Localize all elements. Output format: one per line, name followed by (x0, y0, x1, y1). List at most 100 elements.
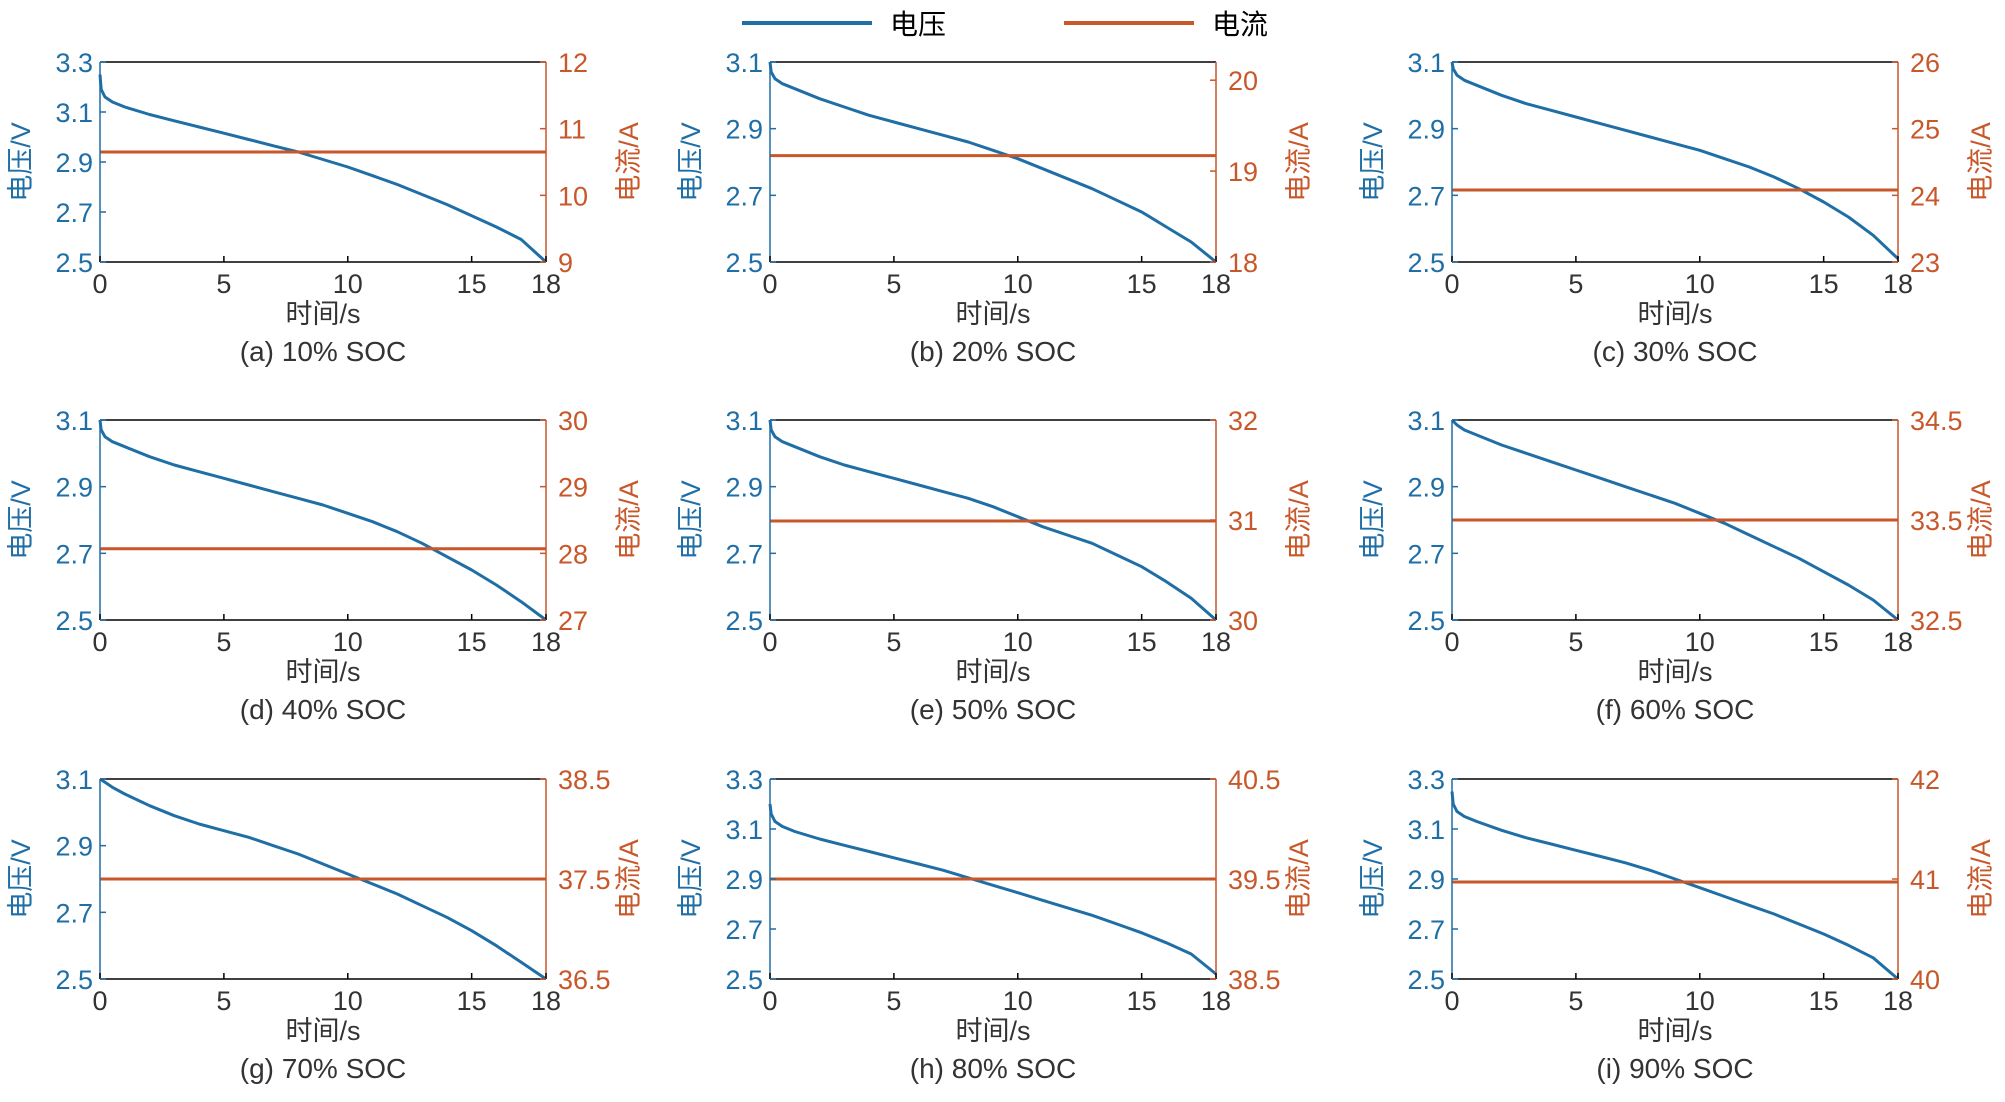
voltage-line (768, 61, 1217, 264)
y-left-label: 电压/V (6, 480, 36, 560)
voltage-line (1450, 61, 1900, 260)
y-left-label: 电压/V (676, 480, 706, 560)
y-left-tick-label: 2.9 (725, 865, 763, 895)
y-right-tick-label: 31 (1228, 506, 1258, 536)
subplot-8: 0 5 10 15 18 2.5 2.7 2.9 3.1 3.3 38.5 39.5 40.5 电压/V 电… (676, 765, 1314, 1084)
subplot-9: 0 5 10 15 18 2.5 2.7 2.9 3.1 3.3 40 41 42 电压/V 电流/A 时间/… (1358, 765, 1996, 1084)
y-right-tick-label: 9 (558, 248, 573, 278)
legend-label-voltage: 电压 (890, 8, 947, 41)
x-tick-label: 10 (333, 986, 363, 1016)
y-left-tick-label: 2.7 (725, 181, 763, 211)
x-tick-label: 18 (1201, 627, 1231, 657)
y-right-tick-label: 12 (558, 48, 588, 78)
y-right-tick-label: 29 (558, 473, 588, 503)
x-label: 时间/s (955, 657, 1030, 687)
y-left-label: 电压/V (6, 839, 36, 919)
voltage-line (99, 777, 547, 981)
subplot-caption: (i) 90% SOC (1596, 1053, 1753, 1084)
x-label: 时间/s (285, 299, 360, 329)
y-left-tick-label: 3.1 (1407, 815, 1445, 845)
y-right-tick-label: 28 (558, 539, 588, 569)
x-tick-label: 5 (216, 269, 231, 299)
x-tick-label: 18 (1883, 269, 1913, 299)
y-left-label: 电压/V (6, 122, 36, 202)
y-right-tick-label: 27 (558, 606, 588, 636)
x-tick-label: 18 (1883, 986, 1913, 1016)
x-tick-label: 0 (1444, 269, 1459, 299)
x-tick-label: 5 (886, 627, 901, 657)
y-left-tick-label: 3.1 (55, 765, 93, 795)
y-left-tick-label: 2.7 (725, 915, 763, 945)
legend-swatch-current (1064, 21, 1194, 25)
y-right-label: 电流/A (1284, 122, 1314, 202)
subplot-caption: (a) 10% SOC (240, 336, 407, 367)
y-left-label: 电压/V (1358, 480, 1388, 560)
x-tick-label: 15 (457, 269, 487, 299)
y-left-tick-label: 2.5 (1407, 248, 1445, 278)
y-left-tick-label: 2.5 (55, 248, 93, 278)
subplot-caption: (h) 80% SOC (910, 1053, 1077, 1084)
subplot-3: 0 5 10 15 18 2.5 2.7 2.9 3.1 23 24 25 26 电压/V 电流/A 时间/s… (1358, 48, 1996, 367)
x-tick-label: 0 (92, 986, 107, 1016)
subplot-caption: (f) 60% SOC (1596, 694, 1755, 725)
y-right-tick-label: 40.5 (1228, 765, 1281, 795)
x-tick-label: 18 (1883, 627, 1913, 657)
subplot-1: 0 5 10 15 18 2.5 2.7 2.9 3.1 3.3 9 10 11 12 电压/V 电流/A 时间… (6, 48, 644, 367)
voltage-line (1450, 418, 1899, 622)
x-tick-label: 15 (1809, 986, 1839, 1016)
y-left-tick-label: 2.9 (55, 148, 93, 178)
y-right-tick-label: 33.5 (1910, 506, 1963, 536)
x-tick-label: 15 (1809, 627, 1839, 657)
subplot-7: 0 5 10 15 18 2.5 2.7 2.9 3.1 36.5 37.5 38.5 电压/V 电流/A… (6, 765, 644, 1084)
x-tick-label: 15 (457, 627, 487, 657)
legend-item-current: 电流 (1064, 6, 1268, 41)
y-left-label: 电压/V (1358, 839, 1388, 919)
x-tick-label: 5 (1568, 627, 1583, 657)
x-tick-label: 10 (1685, 627, 1715, 657)
x-tick-label: 15 (1127, 269, 1157, 299)
subplot-6: 0 5 10 15 18 2.5 2.7 2.9 3.1 32.5 33.5 34.5 电压/V 电流/A… (1358, 406, 1996, 725)
y-left-tick-label: 2.9 (55, 473, 93, 503)
legend: 电压 电流 (0, 0, 2005, 50)
voltage-line (768, 419, 1217, 622)
x-tick-label: 18 (531, 269, 561, 299)
x-tick-label: 0 (92, 269, 107, 299)
y-right-tick-label: 19 (1228, 157, 1258, 187)
y-right-label: 电流/A (1966, 122, 1996, 202)
y-right-tick-label: 10 (558, 181, 588, 211)
y-left-tick-label: 2.9 (1407, 473, 1445, 503)
y-right-tick-label: 11 (558, 115, 586, 145)
y-right-label: 电流/A (614, 122, 644, 202)
y-right-tick-label: 30 (558, 406, 588, 436)
y-left-tick-label: 3.1 (725, 406, 763, 436)
y-right-tick-label: 34.5 (1910, 406, 1963, 436)
subplot-caption: (b) 20% SOC (910, 336, 1077, 367)
x-tick-label: 18 (531, 627, 561, 657)
y-right-tick-label: 18 (1228, 248, 1258, 278)
y-left-tick-label: 3.3 (55, 48, 93, 78)
y-left-tick-label: 2.5 (1407, 965, 1445, 995)
y-right-tick-label: 23 (1910, 248, 1940, 278)
x-tick-label: 0 (1444, 986, 1459, 1016)
x-tick-label: 15 (1127, 986, 1157, 1016)
y-right-tick-label: 38.5 (1228, 965, 1281, 995)
x-tick-label: 5 (1568, 269, 1583, 299)
y-left-tick-label: 2.7 (55, 898, 93, 928)
x-tick-label: 10 (1003, 269, 1033, 299)
y-right-tick-label: 32.5 (1910, 606, 1963, 636)
y-right-tick-label: 36.5 (558, 965, 611, 995)
x-tick-label: 15 (457, 986, 487, 1016)
y-left-tick-label: 3.1 (55, 98, 93, 128)
x-tick-label: 10 (1003, 986, 1033, 1016)
subplot-5: 0 5 10 15 18 2.5 2.7 2.9 3.1 30 31 32 电压/V 电流/A 时间/s (e… (676, 406, 1314, 725)
y-right-tick-label: 42 (1910, 765, 1940, 795)
x-tick-label: 18 (1201, 986, 1231, 1016)
y-left-tick-label: 2.5 (725, 965, 763, 995)
y-left-tick-label: 3.1 (725, 48, 763, 78)
x-label: 时间/s (1637, 657, 1712, 687)
subplot-4: 0 5 10 15 18 2.5 2.7 2.9 3.1 27 28 29 30 电压/V 电流/A 时间/s… (6, 406, 644, 725)
subplot-caption: (g) 70% SOC (240, 1053, 407, 1084)
x-tick-label: 5 (886, 986, 901, 1016)
x-label: 时间/s (1637, 299, 1712, 329)
